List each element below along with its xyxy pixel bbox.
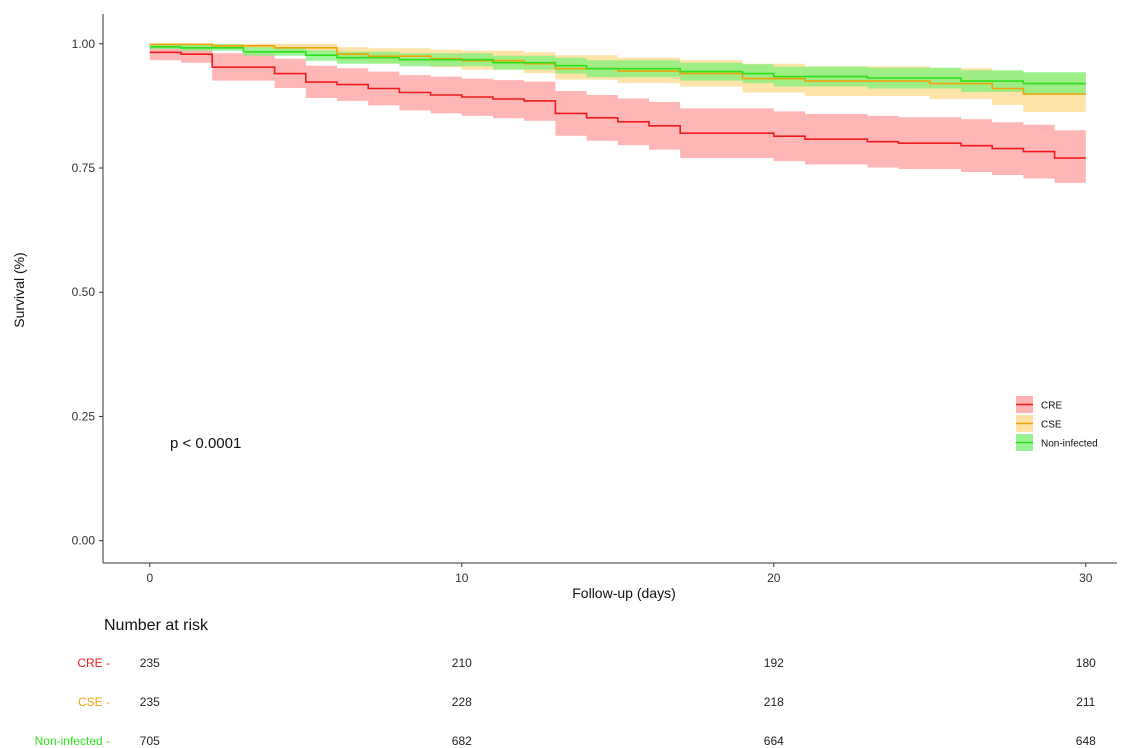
x-axis-ticks: 0 10 20 30 xyxy=(146,563,1093,585)
risk-row-label: CSE - xyxy=(78,695,110,709)
risk-value: 192 xyxy=(764,656,784,670)
ci-band-cre xyxy=(149,43,1086,183)
risk-value: 218 xyxy=(764,695,784,709)
risk-value: 210 xyxy=(452,656,472,670)
x-tick-label: 0 xyxy=(146,571,153,585)
risk-table-title: Number at risk xyxy=(104,617,209,634)
risk-value: 228 xyxy=(452,695,472,709)
y-tick-label: 0.25 xyxy=(72,409,96,423)
x-tick-label: 20 xyxy=(767,571,781,585)
y-tick-label: 0.50 xyxy=(72,285,96,299)
risk-table: CRE - 235 210 192 180 CSE - 235 228 218 211 Non-in… xyxy=(35,656,1097,748)
risk-value: 180 xyxy=(1076,656,1096,670)
risk-row-label: Non-infected - xyxy=(35,734,110,748)
legend-label: CRE xyxy=(1041,401,1062,412)
x-tick-label: 30 xyxy=(1079,571,1093,585)
risk-value: 211 xyxy=(1076,695,1095,709)
risk-value: 682 xyxy=(452,734,472,748)
legend-label: CSE xyxy=(1041,420,1062,431)
survival-line-cre xyxy=(149,51,1086,159)
risk-value: 235 xyxy=(140,656,160,670)
legend-label: Non-infected xyxy=(1041,439,1098,450)
risk-value: 705 xyxy=(140,734,160,748)
survival-curves xyxy=(149,43,1086,159)
y-tick-label: 0.00 xyxy=(72,534,96,548)
confidence-bands xyxy=(149,43,1086,183)
risk-row-label: CRE - xyxy=(77,656,110,670)
risk-value: 664 xyxy=(764,734,784,748)
x-axis-label: Follow-up (days) xyxy=(572,585,675,601)
survival-line-non-infected xyxy=(149,46,1086,85)
p-value-annotation: p < 0.0001 xyxy=(170,435,241,452)
y-axis-label: Survival (%) xyxy=(11,252,27,327)
risk-value: 648 xyxy=(1076,734,1096,748)
y-axis-ticks: 0.00 0.25 0.50 0.75 1.00 xyxy=(72,37,103,548)
y-tick-label: 0.75 xyxy=(72,161,96,175)
risk-value: 235 xyxy=(140,695,160,709)
y-tick-label: 1.00 xyxy=(72,37,96,51)
legend: CRE CSE Non-infected xyxy=(1016,396,1098,451)
x-tick-label: 10 xyxy=(455,571,469,585)
